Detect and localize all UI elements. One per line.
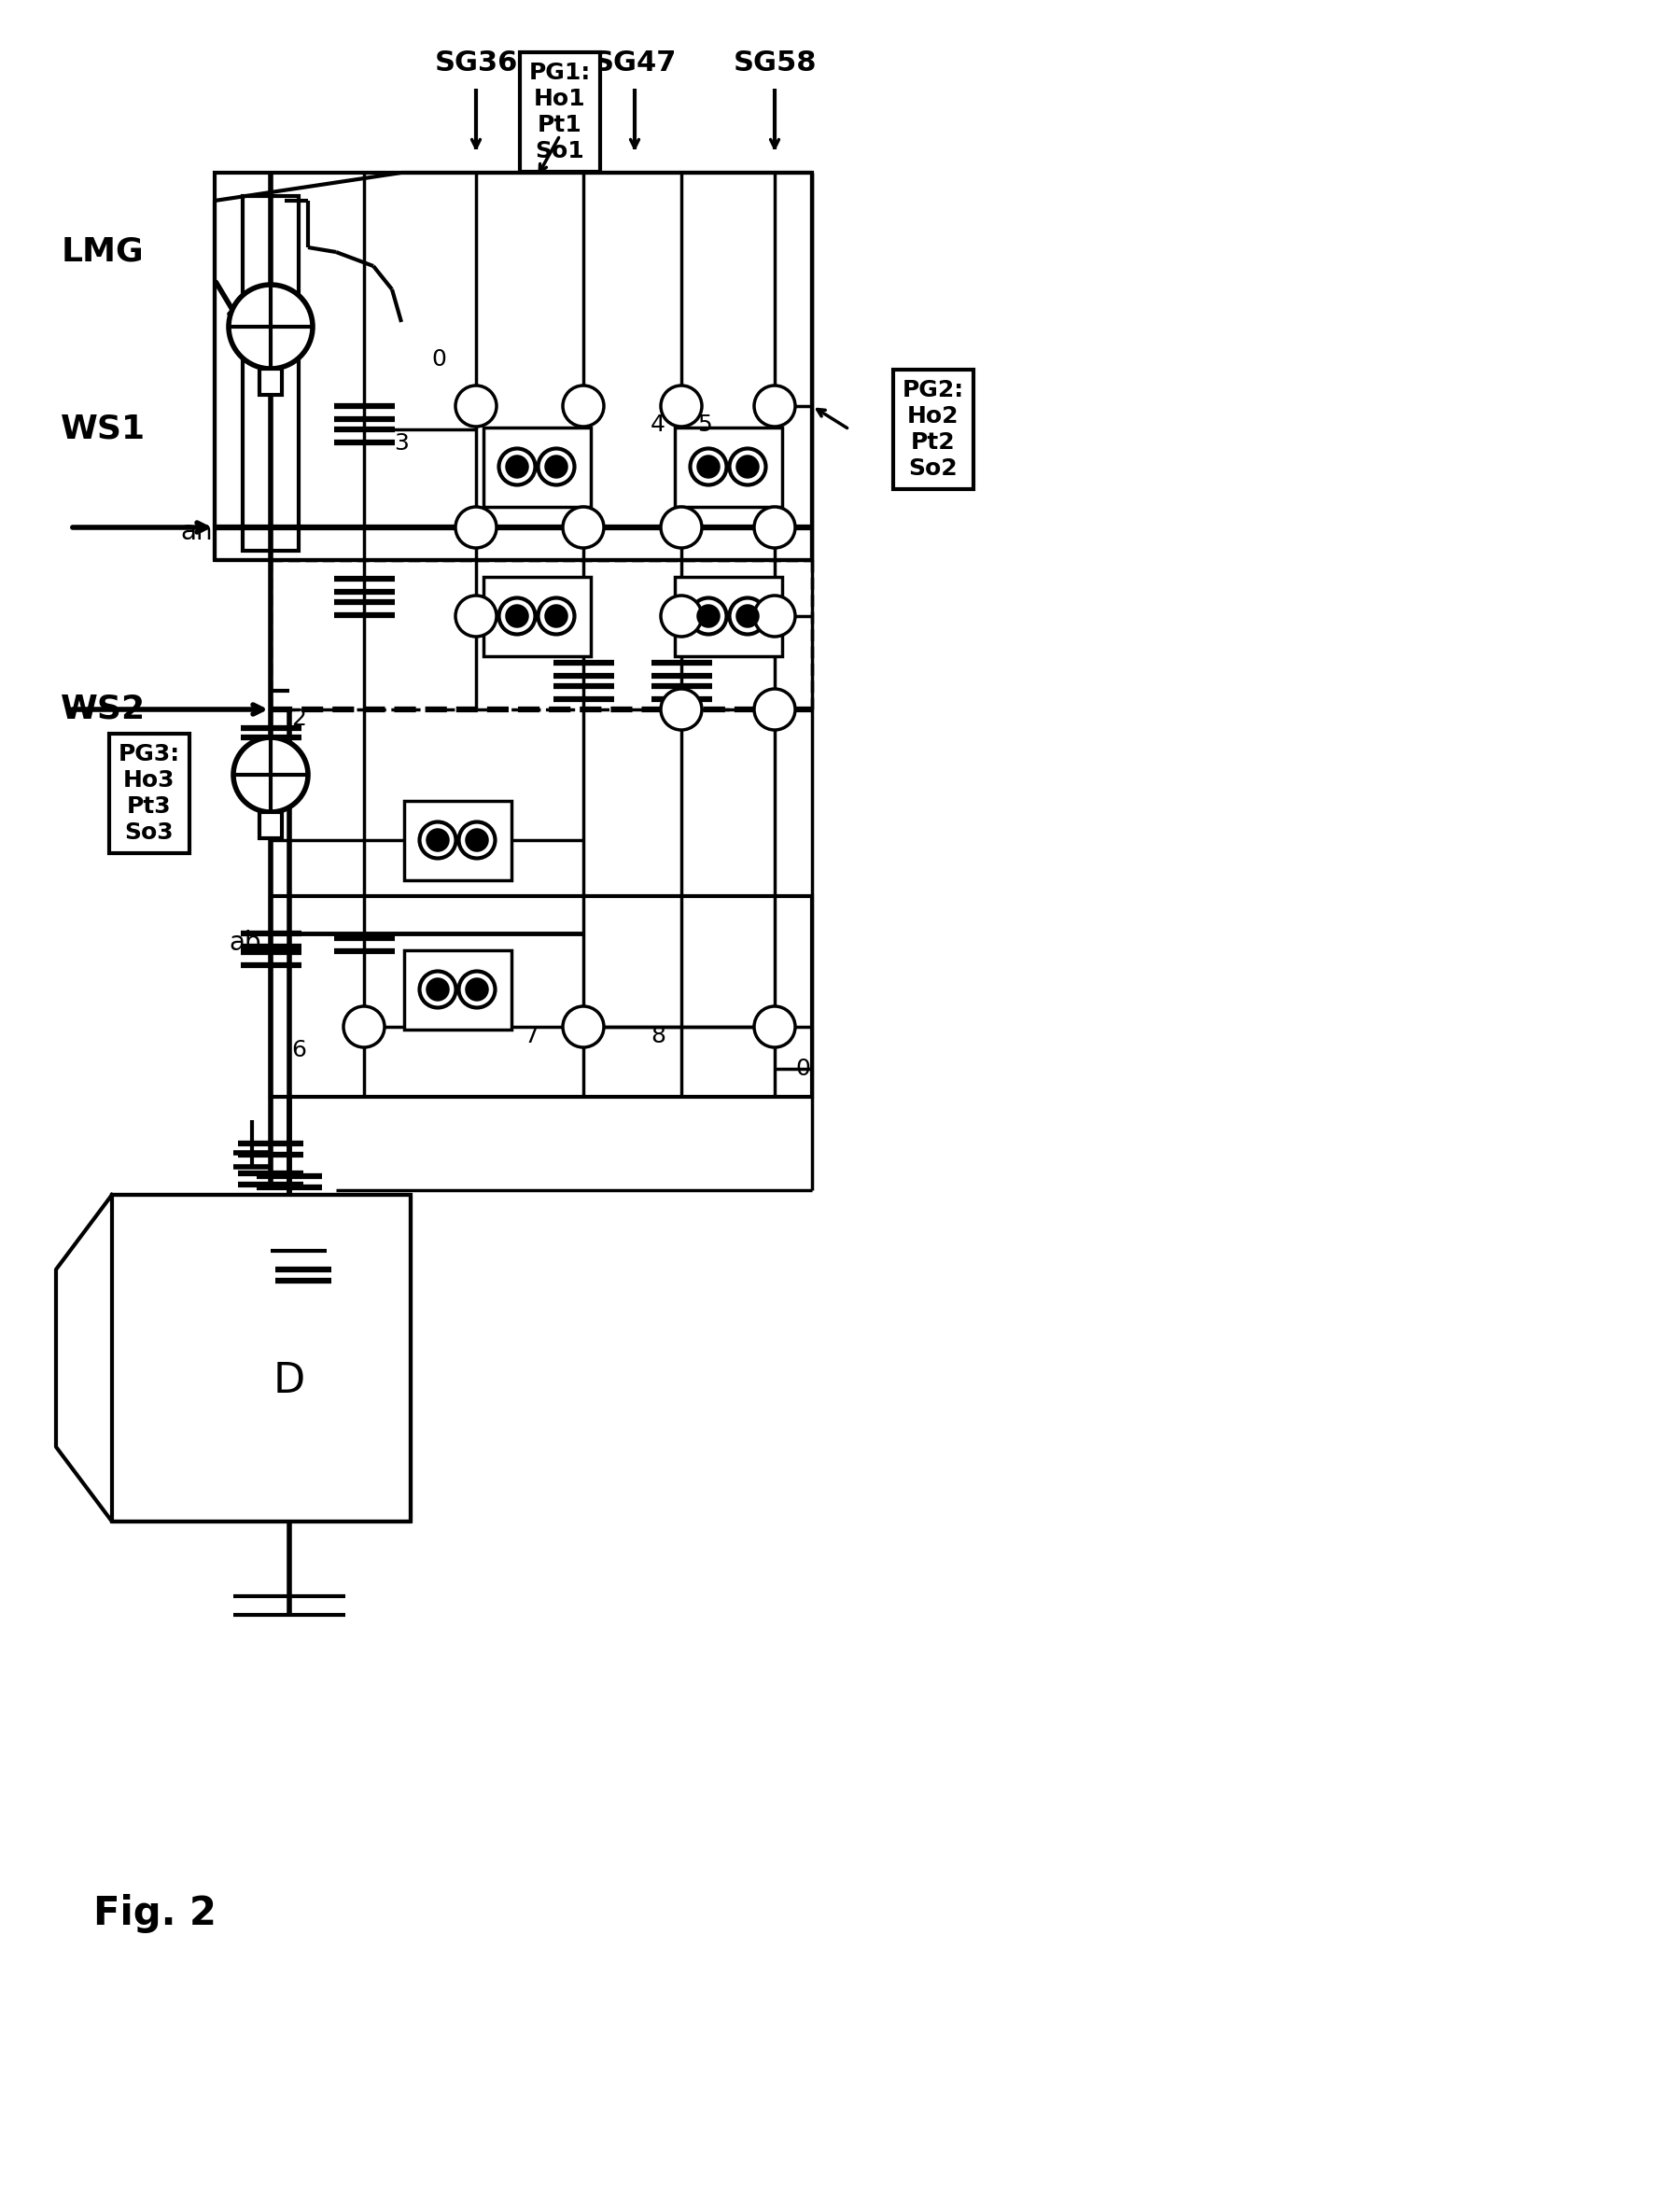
Circle shape — [546, 606, 566, 626]
Circle shape — [427, 980, 449, 1000]
Bar — [270, 897, 811, 1096]
Text: SG58: SG58 — [732, 50, 816, 77]
Circle shape — [563, 1006, 603, 1048]
Circle shape — [455, 508, 497, 547]
Circle shape — [234, 737, 307, 812]
Text: 8: 8 — [650, 1024, 665, 1048]
Text: 4: 4 — [650, 414, 665, 435]
Circle shape — [660, 595, 702, 637]
Circle shape — [563, 385, 603, 427]
Circle shape — [754, 508, 795, 547]
Text: LMG: LMG — [60, 236, 144, 267]
Circle shape — [420, 823, 455, 858]
Text: PG2:
Ho2
Pt2
So2: PG2: Ho2 Pt2 So2 — [902, 379, 964, 479]
Text: PG3:
Ho3
Pt3
So3: PG3: Ho3 Pt3 So3 — [119, 744, 180, 845]
Text: an: an — [180, 519, 213, 545]
Circle shape — [690, 597, 726, 635]
Circle shape — [420, 971, 455, 1009]
Circle shape — [660, 689, 702, 731]
Circle shape — [660, 385, 702, 427]
Circle shape — [467, 980, 487, 1000]
Bar — [484, 427, 590, 505]
Circle shape — [563, 508, 603, 547]
Bar — [259, 812, 282, 838]
Bar — [259, 370, 282, 394]
Circle shape — [660, 508, 702, 547]
Circle shape — [427, 829, 449, 851]
Circle shape — [754, 1006, 795, 1048]
Circle shape — [499, 449, 536, 486]
Circle shape — [754, 595, 795, 637]
Circle shape — [507, 606, 528, 626]
Text: ab: ab — [228, 930, 262, 956]
Circle shape — [538, 449, 575, 486]
Bar — [674, 575, 781, 656]
Text: SG47: SG47 — [593, 50, 677, 77]
Circle shape — [699, 457, 719, 477]
Text: 1: 1 — [459, 525, 474, 547]
Circle shape — [729, 449, 766, 486]
Circle shape — [343, 1006, 385, 1048]
Text: 3: 3 — [393, 433, 408, 455]
Text: Fig. 2: Fig. 2 — [94, 1895, 217, 1934]
Bar — [403, 801, 511, 880]
Text: 5: 5 — [697, 414, 712, 435]
Circle shape — [546, 457, 566, 477]
Text: 7: 7 — [524, 1024, 539, 1048]
Circle shape — [228, 284, 312, 370]
Circle shape — [459, 971, 496, 1009]
Circle shape — [754, 689, 795, 731]
Circle shape — [455, 385, 497, 427]
Bar — [242, 197, 299, 551]
Circle shape — [467, 829, 487, 851]
Circle shape — [729, 597, 766, 635]
Circle shape — [507, 457, 528, 477]
Circle shape — [754, 385, 795, 427]
Text: 0: 0 — [795, 1057, 810, 1081]
Text: 6: 6 — [291, 1039, 306, 1061]
Circle shape — [699, 606, 719, 626]
Bar — [113, 1195, 410, 1521]
Text: 2: 2 — [291, 707, 306, 731]
Bar — [215, 173, 811, 560]
Bar — [484, 575, 590, 656]
Text: WS2: WS2 — [60, 694, 144, 724]
Text: 0: 0 — [432, 348, 447, 370]
Bar — [674, 427, 781, 505]
Circle shape — [459, 823, 496, 858]
Text: PG1:
Ho1
Pt1
So1: PG1: Ho1 Pt1 So1 — [529, 61, 591, 162]
Circle shape — [499, 597, 536, 635]
Circle shape — [538, 597, 575, 635]
Bar — [403, 950, 511, 1028]
Text: D: D — [274, 1361, 306, 1403]
Text: SG36: SG36 — [435, 50, 517, 77]
Circle shape — [738, 606, 758, 626]
Text: WS1: WS1 — [60, 414, 144, 444]
Circle shape — [455, 595, 497, 637]
Circle shape — [738, 457, 758, 477]
Circle shape — [690, 449, 726, 486]
